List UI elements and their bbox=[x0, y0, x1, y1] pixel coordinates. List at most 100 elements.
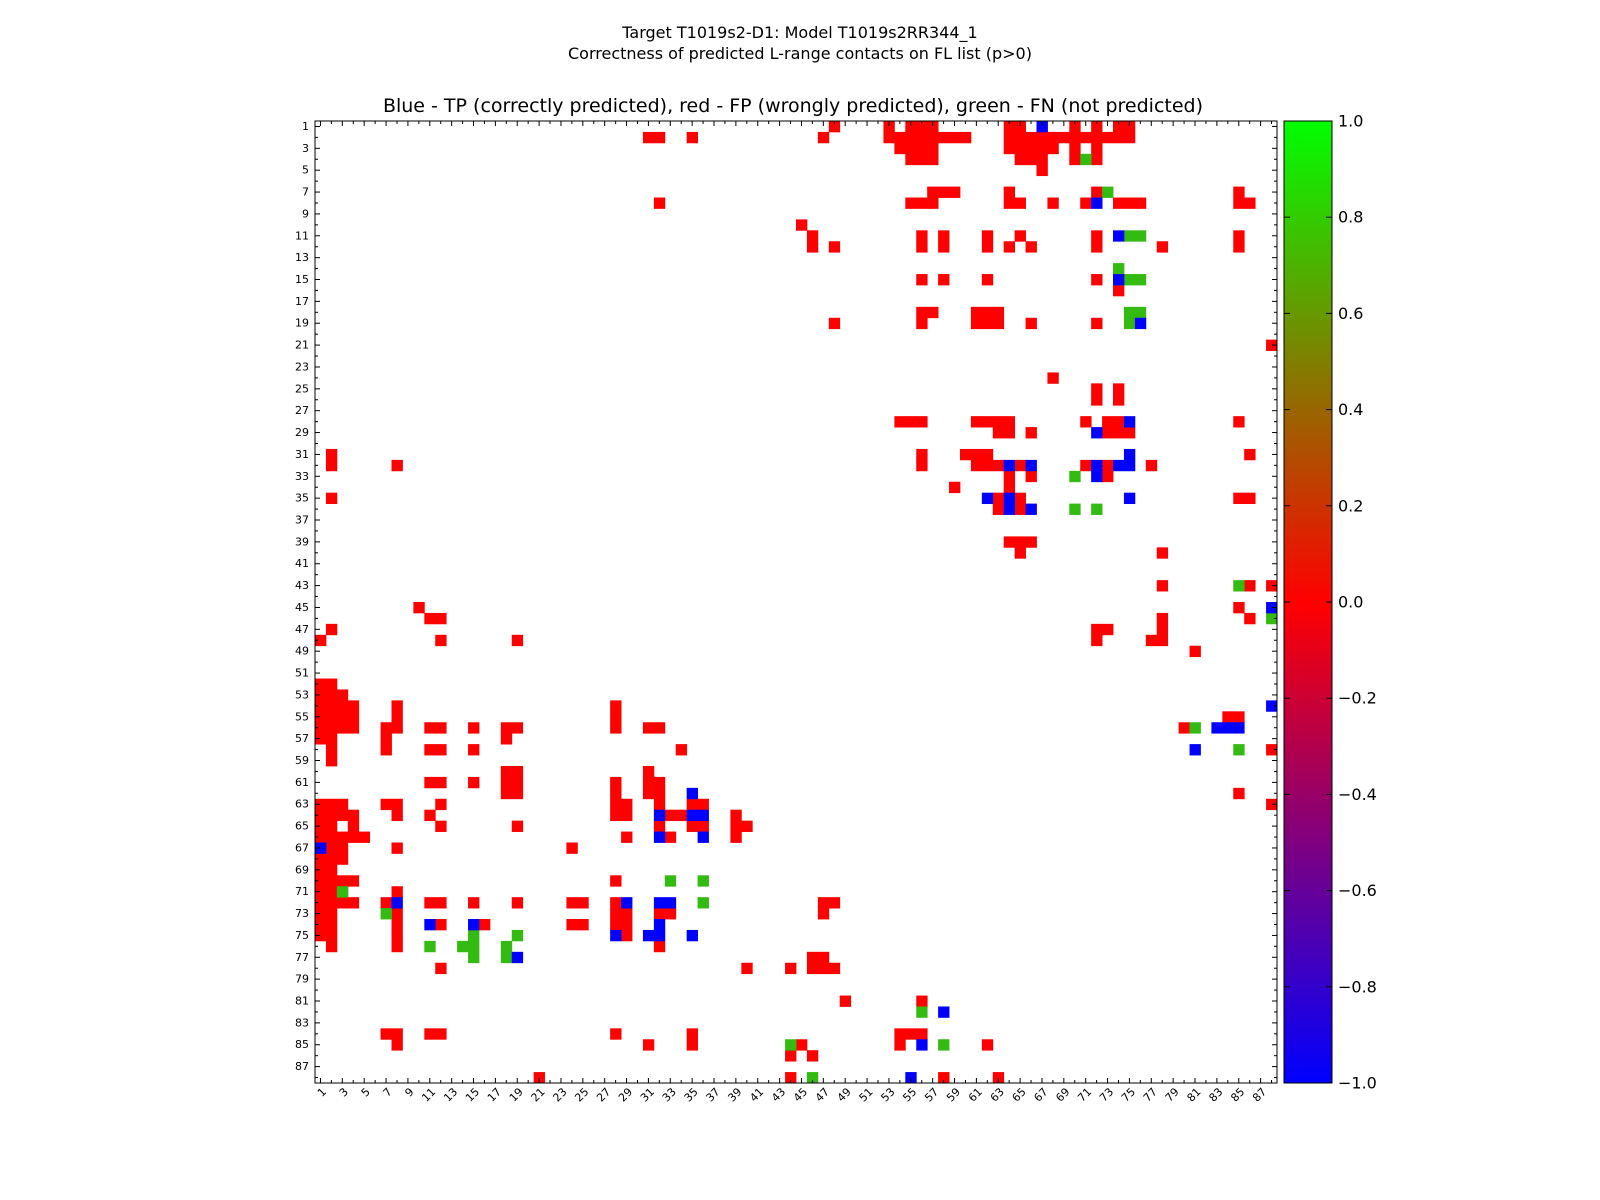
x-tick-label: 47 bbox=[813, 1085, 832, 1104]
contact-cell-fp bbox=[916, 448, 928, 461]
contact-cell-fp bbox=[1233, 241, 1245, 253]
y-tick-label: 9 bbox=[302, 207, 309, 220]
y-tick-label: 41 bbox=[295, 557, 309, 570]
contact-cell-fp bbox=[315, 908, 327, 920]
x-tick-label: 81 bbox=[1185, 1085, 1204, 1104]
contact-cell-fp bbox=[916, 153, 928, 166]
contact-cell-fp bbox=[610, 776, 622, 789]
contact-cell-tp bbox=[981, 492, 994, 505]
y-tick-label: 15 bbox=[295, 273, 309, 286]
contact-cell-fp bbox=[817, 951, 830, 964]
x-tick-label: 45 bbox=[791, 1085, 810, 1104]
contact-cell-fp bbox=[916, 1028, 928, 1040]
contact-cell-fp bbox=[1003, 121, 1016, 133]
contact-cell-fn bbox=[468, 951, 480, 964]
contact-cell-fp bbox=[1091, 121, 1103, 133]
contact-cell-fp bbox=[391, 798, 403, 811]
contact-cell-fp bbox=[905, 142, 917, 155]
contact-cell-fp bbox=[653, 798, 666, 811]
contact-cell-fp bbox=[806, 951, 819, 964]
contact-cell-fp bbox=[315, 798, 327, 811]
contact-cell-fp bbox=[511, 765, 524, 778]
contact-cell-fp bbox=[347, 711, 360, 723]
contact-cell-fp bbox=[1003, 481, 1016, 494]
contact-cell-fp bbox=[1145, 634, 1158, 647]
contact-cell-fn bbox=[380, 908, 392, 920]
contact-cell-fp bbox=[336, 842, 349, 854]
y-axis-tick-labels: 1357911131517192123252729313335373941434… bbox=[295, 120, 309, 1073]
contact-cell-fp bbox=[905, 416, 917, 428]
contact-cell-fp bbox=[1003, 241, 1016, 253]
contact-cell-fp bbox=[511, 722, 524, 734]
contact-cell-fp bbox=[1102, 459, 1114, 472]
contact-cell-fp bbox=[1014, 492, 1026, 505]
contact-cell-fp bbox=[785, 1072, 797, 1084]
contact-cell-fp bbox=[664, 809, 677, 822]
contact-cell-fp bbox=[621, 798, 633, 811]
contact-cell-fp bbox=[1233, 416, 1245, 428]
contact-cell-fp bbox=[817, 131, 830, 144]
x-tick-label: 73 bbox=[1097, 1085, 1116, 1104]
x-tick-label: 71 bbox=[1075, 1085, 1094, 1104]
contact-cell-fp bbox=[380, 1028, 392, 1040]
contact-cell-tp bbox=[1113, 230, 1125, 242]
x-tick-label: 27 bbox=[594, 1085, 613, 1104]
contact-cell-fp bbox=[927, 186, 939, 198]
contact-cell-fp bbox=[424, 744, 436, 756]
contact-cell-fp bbox=[325, 919, 338, 931]
x-tick-label: 39 bbox=[725, 1085, 744, 1104]
x-tick-label: 13 bbox=[441, 1085, 460, 1104]
y-tick-label: 53 bbox=[295, 688, 309, 701]
contact-cell-fp bbox=[566, 842, 578, 854]
contact-cell-fp bbox=[916, 121, 928, 133]
contact-cell-fp bbox=[325, 897, 338, 909]
contact-cell-fp bbox=[511, 897, 524, 909]
contact-cell-fp bbox=[1003, 186, 1016, 198]
contact-cell-fp bbox=[1145, 459, 1158, 472]
contact-cell-tp bbox=[686, 787, 699, 800]
contact-cell-fp bbox=[981, 306, 994, 319]
contact-cell-fp bbox=[1080, 459, 1092, 472]
contact-cell-fp bbox=[839, 995, 852, 1007]
contact-cell-fp bbox=[325, 492, 338, 505]
contact-cell-fn bbox=[424, 940, 436, 953]
x-tick-label: 85 bbox=[1228, 1085, 1247, 1104]
contact-cell-fn bbox=[1189, 722, 1201, 734]
contact-cell-fp bbox=[1156, 580, 1169, 592]
x-tick-label: 1 bbox=[315, 1085, 329, 1099]
x-tick-label: 49 bbox=[835, 1085, 854, 1104]
contact-cell-tp bbox=[1211, 722, 1223, 734]
contact-cell-fp bbox=[1036, 164, 1048, 177]
contact-cell-fp bbox=[325, 711, 338, 723]
contact-cell-fp bbox=[828, 241, 841, 253]
contact-cell-tp bbox=[686, 929, 699, 942]
colorbar-tick-label: −0.2 bbox=[1338, 689, 1377, 708]
contact-cell-fp bbox=[1233, 186, 1245, 198]
x-tick-label: 77 bbox=[1141, 1085, 1160, 1104]
y-tick-label: 77 bbox=[295, 951, 309, 964]
y-tick-label: 69 bbox=[295, 863, 309, 876]
contact-cell-fp bbox=[325, 755, 338, 767]
contact-cell-fp bbox=[1025, 536, 1037, 548]
x-tick-label: 17 bbox=[485, 1085, 504, 1104]
colorbar-tick-label: 0.4 bbox=[1338, 400, 1363, 419]
x-tick-label: 65 bbox=[1010, 1085, 1029, 1104]
contact-cell-fp bbox=[1014, 142, 1026, 155]
contact-cell-fp bbox=[916, 230, 928, 242]
contact-cell-fp bbox=[905, 1028, 917, 1040]
contact-cell-fp bbox=[315, 634, 327, 647]
y-tick-label: 87 bbox=[295, 1060, 309, 1073]
y-tick-label: 25 bbox=[295, 382, 309, 395]
contact-cell-fp bbox=[468, 897, 480, 909]
y-tick-label: 1 bbox=[302, 120, 309, 133]
contact-cell-fn bbox=[336, 886, 349, 898]
contact-cell-fp bbox=[949, 481, 961, 494]
contact-cell-fp bbox=[741, 820, 753, 832]
contact-cell-tp bbox=[938, 1006, 950, 1018]
contact-cell-fp bbox=[577, 897, 589, 909]
contact-cell-fp bbox=[1244, 448, 1256, 461]
contact-cell-fp bbox=[1047, 372, 1059, 384]
contact-cell-fp bbox=[500, 765, 513, 778]
contact-cell-fp bbox=[697, 820, 709, 832]
